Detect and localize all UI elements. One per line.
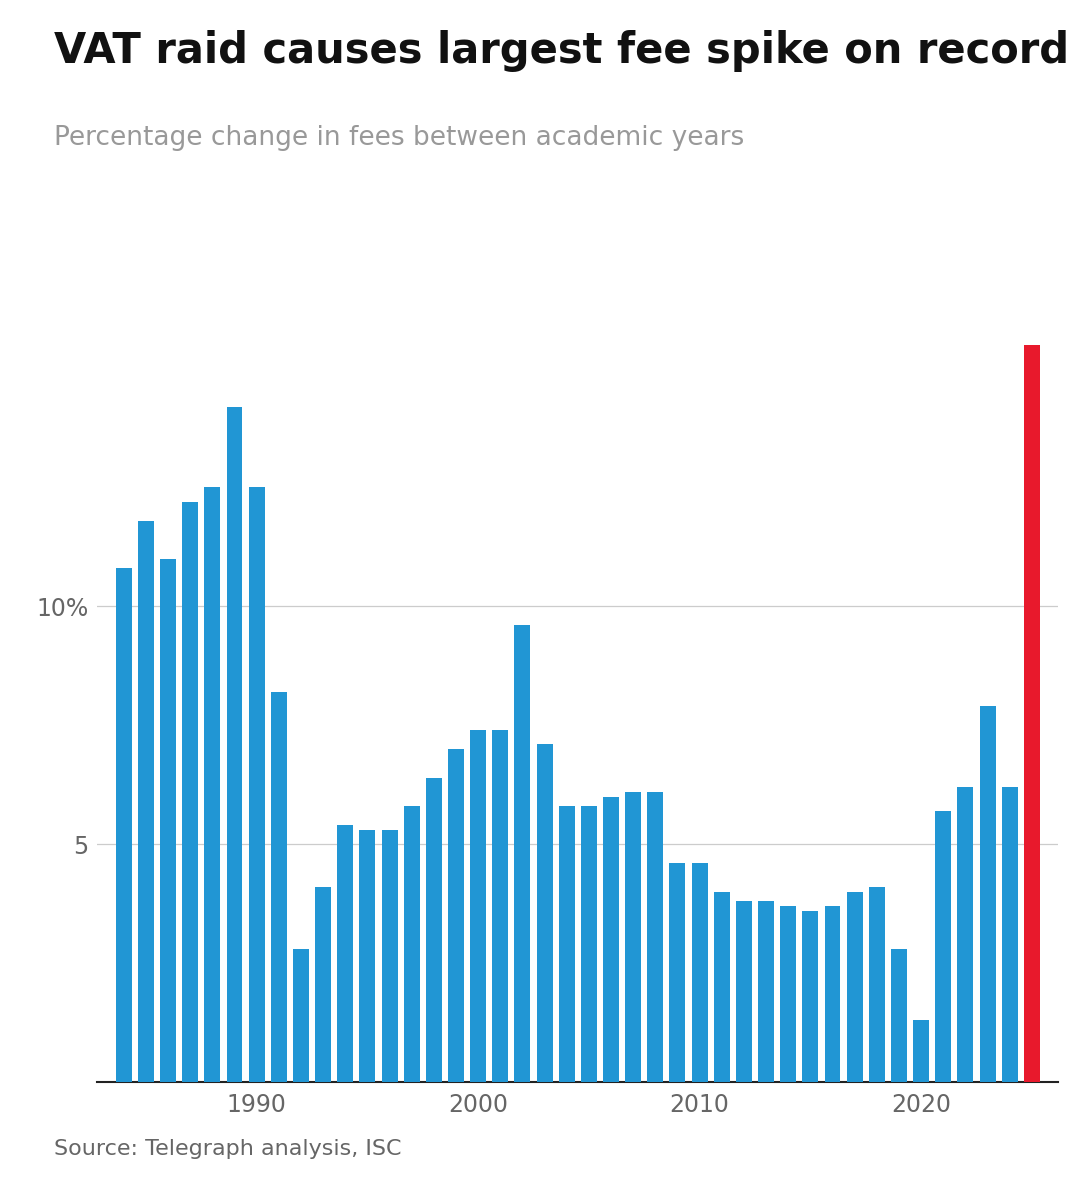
Bar <box>980 706 996 1082</box>
Bar <box>714 892 730 1082</box>
Bar <box>160 559 176 1082</box>
Bar <box>891 949 907 1082</box>
Bar <box>248 487 265 1082</box>
Bar <box>337 825 353 1082</box>
Bar <box>1002 787 1017 1082</box>
Bar <box>913 1020 929 1082</box>
Bar <box>404 806 420 1082</box>
Bar <box>802 911 819 1082</box>
Bar <box>315 887 332 1082</box>
Bar <box>360 830 376 1082</box>
Bar <box>426 778 442 1082</box>
Bar <box>581 806 597 1082</box>
Text: Percentage change in fees between academic years: Percentage change in fees between academ… <box>54 125 744 151</box>
Bar <box>470 730 486 1082</box>
Bar <box>670 863 686 1082</box>
Bar <box>691 863 707 1082</box>
Bar <box>514 625 530 1082</box>
Bar <box>868 887 885 1082</box>
Bar <box>758 901 774 1082</box>
Bar <box>293 949 309 1082</box>
Bar <box>935 811 951 1082</box>
Bar <box>138 521 153 1082</box>
Bar <box>271 692 287 1082</box>
Bar <box>381 830 397 1082</box>
Bar <box>603 797 619 1082</box>
Bar <box>448 749 464 1082</box>
Bar <box>558 806 575 1082</box>
Text: Source: Telegraph analysis, ISC: Source: Telegraph analysis, ISC <box>54 1139 402 1159</box>
Bar <box>204 487 220 1082</box>
Bar <box>847 892 863 1082</box>
Bar <box>780 906 796 1082</box>
Bar <box>537 744 553 1082</box>
Bar <box>183 502 199 1082</box>
Bar <box>227 407 243 1082</box>
Bar <box>735 901 752 1082</box>
Bar <box>1024 131 1040 1082</box>
Bar <box>116 568 132 1082</box>
Bar <box>957 787 973 1082</box>
Bar <box>647 792 663 1082</box>
Bar <box>625 792 642 1082</box>
Text: VAT raid causes largest fee spike on record: VAT raid causes largest fee spike on rec… <box>54 30 1069 71</box>
Bar <box>492 730 509 1082</box>
Bar <box>824 906 840 1082</box>
